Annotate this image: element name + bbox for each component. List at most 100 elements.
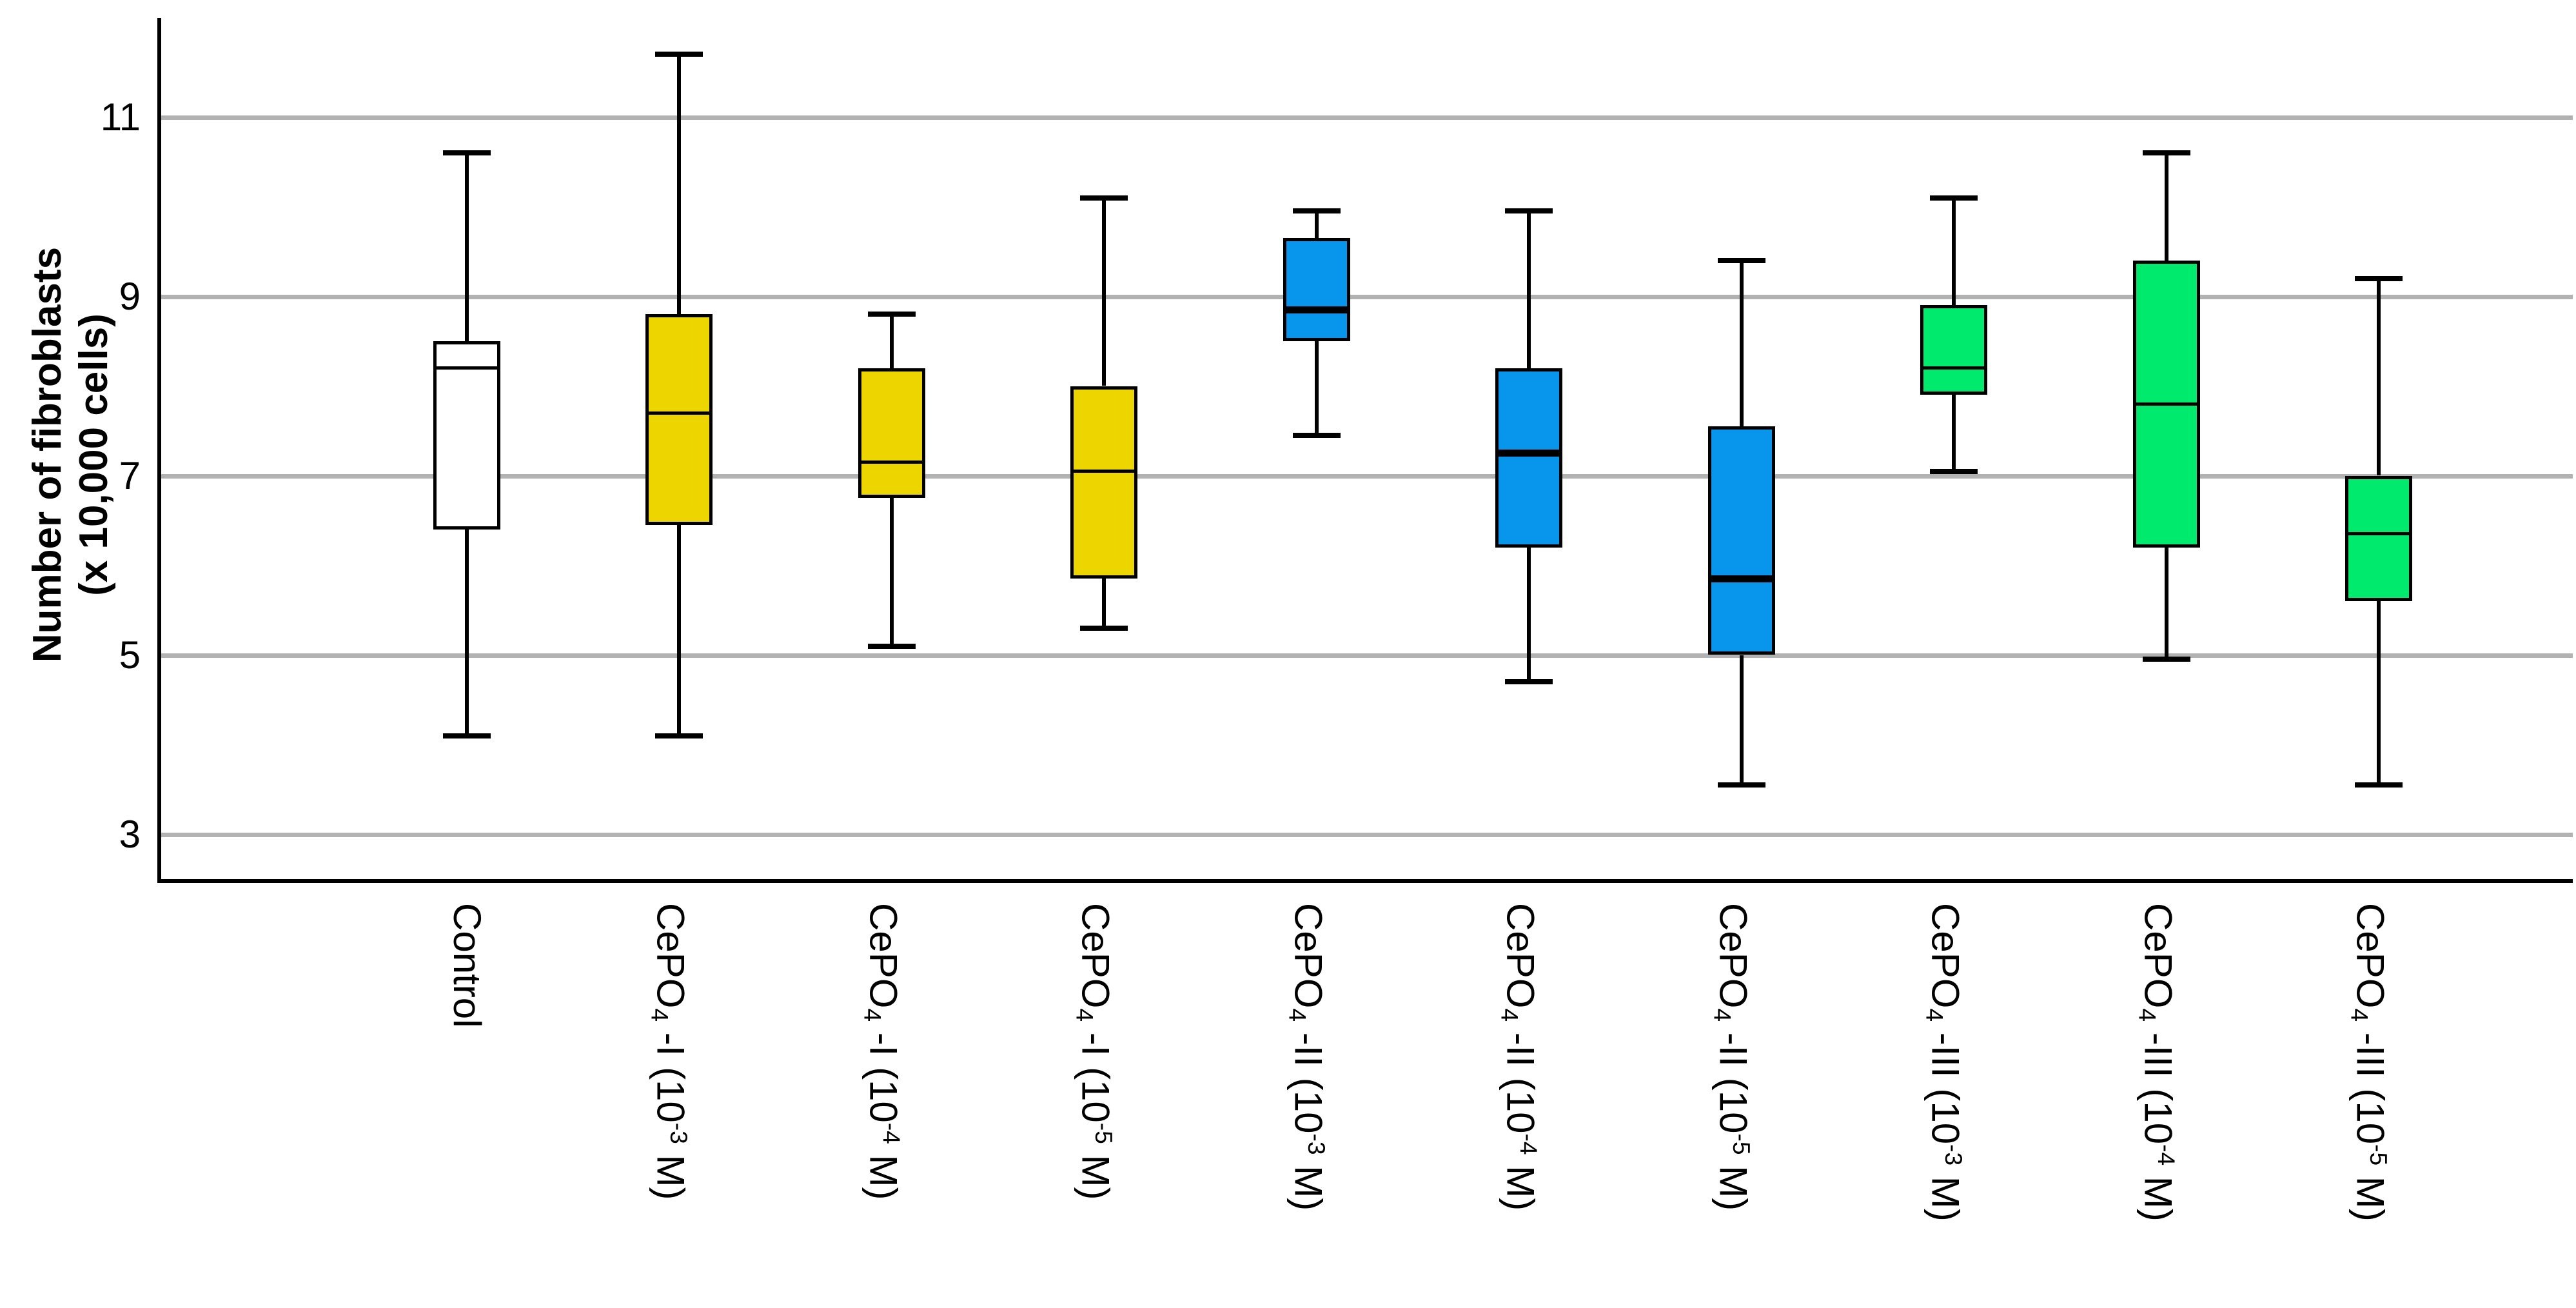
x-axis-label-10: CePO4 -III (10-5 M) [2339, 903, 2399, 1222]
label-text: CePO [1499, 903, 1542, 1009]
label-sub-text: 4 [1284, 1008, 1311, 1022]
lower-whisker-stem [1739, 655, 1744, 786]
x-axis-label-7: CePO4 -II (10-5 M) [1702, 903, 1762, 1211]
label-sub-text: 4 [1921, 1008, 1949, 1022]
y-axis-tick-label-5: 5 [119, 633, 141, 677]
lower-whisker-cap [2142, 657, 2190, 662]
x-axis-line [157, 879, 2573, 883]
upper-whisker-stem [465, 153, 469, 341]
lower-whisker-cap [443, 733, 491, 738]
upper-whisker-cap [2354, 275, 2403, 281]
label-sup-text: -5 [1090, 1122, 1118, 1144]
label-sub-text: 4 [2346, 1008, 2374, 1022]
x-axis-label-4: CePO4 -I (10-5 M) [1065, 903, 1125, 1200]
label-text: CePO [2348, 903, 2392, 1009]
label-text: -I (10 [649, 1022, 693, 1123]
label-sub-text: 4 [1708, 1008, 1736, 1022]
label-text: -III (10 [1923, 1022, 1967, 1145]
x-axis-label-5: CePO4 -II (10-3 M) [1277, 903, 1337, 1211]
upper-whisker-stem [1527, 211, 1531, 368]
gridline-y-7 [157, 473, 2573, 479]
box-8 [1920, 305, 1988, 395]
upper-whisker-cap [2142, 150, 2190, 156]
box-7 [1707, 426, 1775, 655]
label-sup-text: -4 [1515, 1133, 1543, 1155]
lower-whisker-stem [1314, 341, 1319, 435]
upper-whisker-stem [2164, 153, 2168, 261]
gridline-y-5 [157, 653, 2573, 658]
lower-whisker-cap [1292, 432, 1341, 438]
y-axis-tick-label-9: 9 [119, 274, 141, 318]
gridline-y-11 [157, 115, 2573, 120]
label-text: M) [1923, 1165, 1967, 1222]
median-line [1286, 306, 1347, 313]
lower-whisker-stem [1102, 579, 1106, 628]
lower-whisker-stem [677, 524, 682, 736]
lower-whisker-cap [1505, 679, 1553, 685]
label-text: CePO [649, 903, 693, 1009]
x-axis-label-3: CePO4 -I (10-4 M) [852, 903, 912, 1200]
label-text: -II (10 [1711, 1022, 1755, 1134]
upper-whisker-cap [1292, 208, 1341, 214]
lower-whisker-cap [1717, 782, 1765, 788]
upper-whisker-stem [1102, 197, 1106, 386]
label-text: -I (10 [861, 1022, 905, 1123]
lower-whisker-cap [655, 733, 703, 738]
label-text: M) [1286, 1154, 1330, 1211]
upper-whisker-cap [655, 52, 703, 57]
upper-whisker-cap [443, 150, 491, 156]
median-line [1499, 450, 1560, 457]
label-text: -III (10 [2136, 1022, 2180, 1145]
upper-whisker-cap [867, 312, 916, 317]
upper-whisker-stem [677, 54, 682, 315]
label-text: M) [649, 1144, 693, 1200]
x-axis-label-1: Control [446, 903, 489, 1028]
lower-whisker-stem [1527, 547, 1531, 682]
lower-whisker-cap [867, 643, 916, 649]
lower-whisker-cap [1080, 625, 1128, 631]
lower-whisker-cap [2354, 782, 2403, 788]
label-text: -II (10 [1286, 1022, 1330, 1134]
gridline-y-9 [157, 294, 2573, 299]
upper-whisker-stem [889, 314, 894, 368]
label-text: CePO [1074, 903, 1117, 1009]
label-text: M) [1499, 1154, 1542, 1211]
box-6 [1495, 368, 1563, 548]
label-text: CePO [2136, 903, 2180, 1009]
y-axis-tick-label-3: 3 [119, 812, 141, 856]
label-sub-text: 4 [859, 1008, 887, 1022]
label-text: CePO [1923, 903, 1967, 1009]
label-text: M) [2136, 1165, 2180, 1222]
label-sup-text: -3 [665, 1122, 693, 1144]
lower-whisker-stem [2376, 601, 2381, 786]
box-3 [858, 368, 925, 499]
lower-whisker-stem [889, 498, 894, 646]
median-line [649, 411, 710, 415]
upper-whisker-cap [1080, 195, 1128, 201]
lower-whisker-stem [465, 529, 469, 736]
label-sub-text: 4 [1496, 1008, 1524, 1022]
upper-whisker-stem [2376, 278, 2381, 476]
label-text: CePO [1711, 903, 1755, 1009]
x-axis-label-6: CePO4 -II (10-4 M) [1490, 903, 1549, 1211]
upper-whisker-stem [1739, 260, 1744, 427]
box-5 [1283, 238, 1350, 341]
median-line [861, 461, 922, 464]
label-sup-text: -5 [1727, 1133, 1755, 1155]
x-axis-label-9: CePO4 -III (10-4 M) [2127, 903, 2187, 1222]
label-sup-text: -4 [2152, 1144, 2180, 1166]
box-2 [645, 314, 713, 525]
median-line [1923, 366, 1985, 370]
median-line [2136, 402, 2197, 406]
label-text: M) [1711, 1154, 1755, 1211]
label-text: CePO [861, 903, 905, 1009]
lower-whisker-cap [1930, 468, 1978, 474]
label-sup-text: -5 [2365, 1144, 2392, 1166]
x-axis-label-8: CePO4 -III (10-3 M) [1914, 903, 1974, 1222]
gridline-y-3 [157, 832, 2573, 837]
box-10 [2345, 475, 2412, 602]
upper-whisker-stem [1952, 197, 1956, 306]
label-text: Control [446, 903, 489, 1028]
upper-whisker-cap [1930, 195, 1978, 201]
